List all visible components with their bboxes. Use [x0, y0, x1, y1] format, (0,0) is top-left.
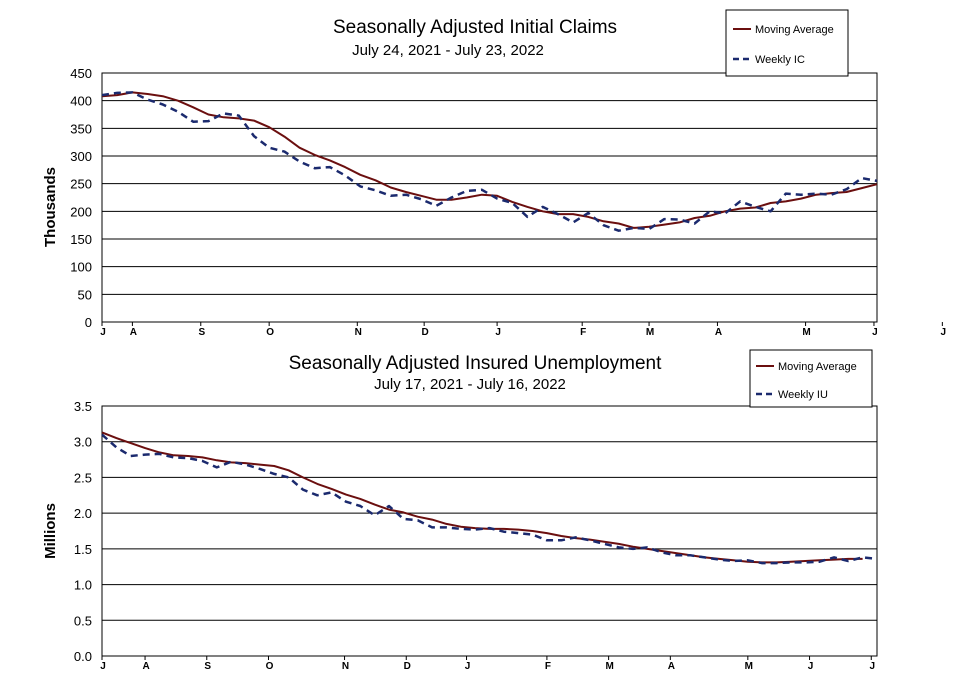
chart1-y-tick-label: 450 [70, 66, 92, 81]
chart2-x-tick-label: J [465, 661, 471, 672]
chart2-x-tick-label: N [342, 661, 349, 672]
chart2-y-tick-label: 2.5 [74, 470, 92, 485]
chart2-y-tick-label: 1.5 [74, 542, 92, 557]
chart1-plot-area: 0 50 100 150 200 250 300 350 400 450 J A S O N D J F M A M J J [70, 66, 946, 338]
chart1-x-tick-label: D [422, 327, 429, 338]
chart2-plot-border [101, 405, 878, 657]
chart1-x-tick-label: J [872, 327, 878, 338]
chart1-y-tick-label: 150 [70, 232, 92, 247]
chart2-x-tick-label: M [745, 661, 753, 672]
chart2-y-tick-label: 2.0 [74, 506, 92, 521]
chart1-x-tick-label: S [198, 327, 205, 338]
initial-claims-chart: Seasonally Adjusted Initial Claims July … [42, 9, 946, 338]
chart2-subtitle: July 17, 2021 - July 16, 2022 [374, 376, 566, 393]
chart1-x-tick-label: O [266, 327, 274, 338]
chart1-y-tick-label: 250 [70, 177, 92, 192]
chart2-moving-average-line [101, 431, 863, 564]
chart2-weekly-line [101, 433, 878, 565]
chart2-legend-box [749, 349, 873, 408]
chart2-y-axis-label: Millions [42, 503, 59, 559]
chart1-weekly-line [101, 91, 878, 232]
chart2-legend: Moving Average Weekly IU [749, 349, 873, 408]
chart2-x-tick-label: F [545, 661, 551, 672]
chart2-y-tick-label: 3.5 [74, 399, 92, 414]
chart1-legend: Moving Average Weekly IC [725, 9, 849, 77]
chart1-title: Seasonally Adjusted Initial Claims [333, 17, 617, 38]
chart1-plot-border [101, 72, 878, 323]
insured-unemployment-chart: Seasonally Adjusted Insured Unemployment… [42, 349, 878, 672]
chart1-x-tick-label: M [802, 327, 810, 338]
chart2-x-tick-label: A [142, 661, 149, 672]
chart1-x-tick-label: F [580, 327, 586, 338]
chart1-x-tick-label: M [646, 327, 654, 338]
chart1-y-tick-label: 50 [78, 287, 92, 302]
chart2-y-tick-label: 1.0 [74, 578, 92, 593]
chart1-y-tick-label: 0 [85, 315, 92, 330]
chart2-x-tick-label: J [808, 661, 814, 672]
chart2-title: Seasonally Adjusted Insured Unemployment [289, 353, 663, 374]
chart2-legend-weekly: Weekly IU [778, 389, 828, 401]
chart2-plot-area: 0.0 0.5 1.0 1.5 2.0 2.5 3.0 3.5 J A S O N D J F M A M J J [74, 399, 878, 672]
chart1-legend-weekly: Weekly IC [755, 54, 805, 66]
chart1-y-axis-label: Thousands [42, 167, 59, 247]
chart1-x-tick-label: J [941, 327, 947, 338]
chart2-y-tick-label: 0.0 [74, 649, 92, 664]
chart2-x-tick-label: O [266, 661, 274, 672]
chart1-x-tick-label: A [130, 327, 137, 338]
chart2-y-tick-label: 3.0 [74, 435, 92, 450]
chart1-y-tick-label: 350 [70, 121, 92, 136]
chart2-x-tick-label: S [204, 661, 211, 672]
chart1-y-tick-label: 400 [70, 94, 92, 109]
chart1-x-tick-label: J [495, 327, 501, 338]
chart1-y-tick-label: 100 [70, 260, 92, 275]
chart2-x-tick-label: D [404, 661, 411, 672]
chart1-legend-moving-average: Moving Average [755, 24, 834, 36]
chart2-x-tick-label: A [668, 661, 675, 672]
chart2-legend-moving-average: Moving Average [778, 361, 857, 373]
chart1-y-tick-label: 200 [70, 204, 92, 219]
chart2-x-tick-label: J [100, 661, 106, 672]
chart1-x-tick-label: N [355, 327, 362, 338]
chart1-y-tick-label: 300 [70, 149, 92, 164]
chart1-subtitle: July 24, 2021 - July 23, 2022 [352, 42, 544, 59]
chart1-x-tick-label: A [715, 327, 722, 338]
chart1-x-tick-label: J [100, 327, 106, 338]
chart2-x-tick-label: J [869, 661, 875, 672]
chart2-x-tick-label: M [605, 661, 613, 672]
chart2-y-tick-label: 0.5 [74, 613, 92, 628]
chart1-moving-average-line [101, 91, 878, 229]
chart1-legend-box [725, 9, 849, 77]
